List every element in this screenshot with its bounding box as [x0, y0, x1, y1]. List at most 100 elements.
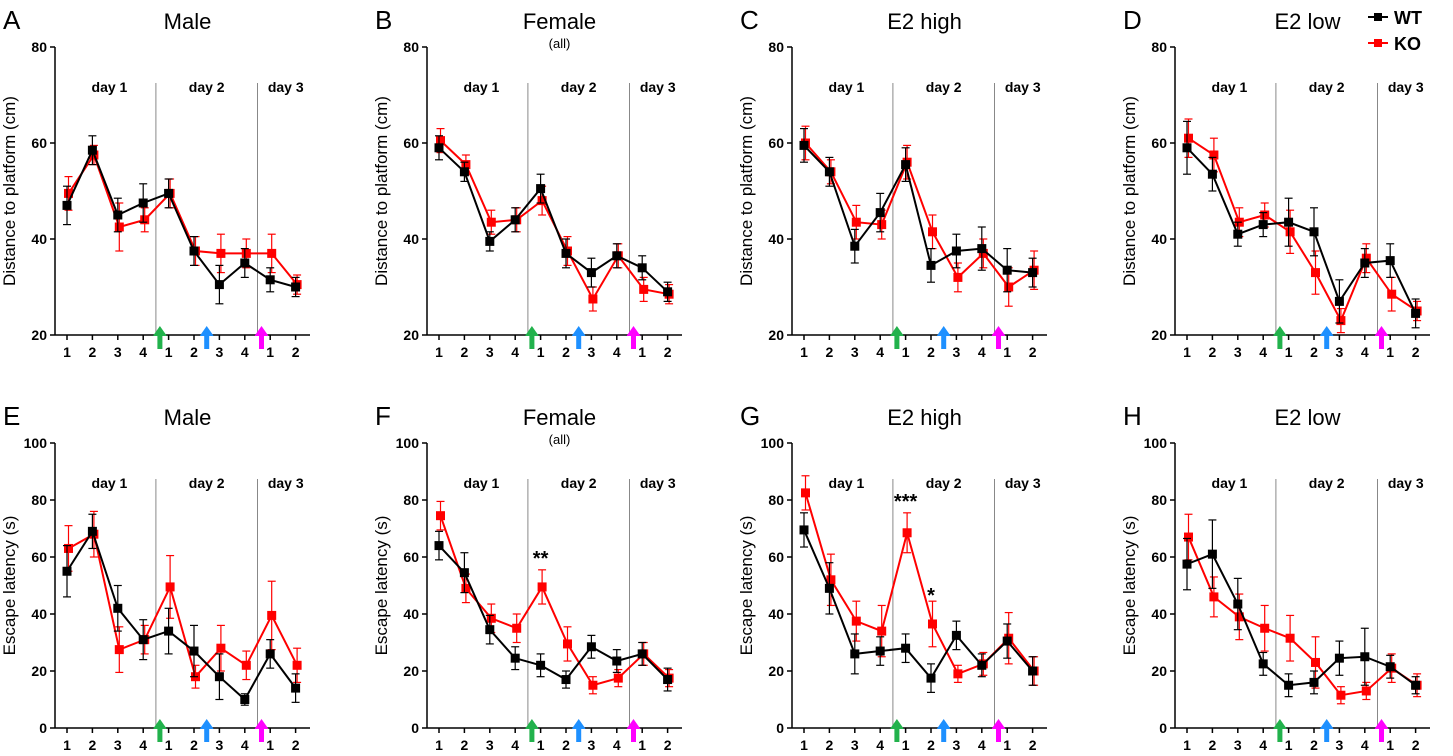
significance-label: *** [894, 491, 918, 513]
y-tick-label: 80 [403, 492, 419, 508]
day-label: day 1 [464, 79, 500, 95]
y-tick-label: 80 [1151, 492, 1167, 508]
trial-arrow-icon [1374, 719, 1389, 742]
data-point [588, 294, 598, 304]
data-point [875, 208, 885, 218]
x-tick-label: 3 [1336, 737, 1344, 753]
y-tick-label: 40 [403, 231, 419, 247]
x-tick-label: 1 [638, 344, 646, 360]
data-point [87, 526, 97, 536]
series-ko [436, 500, 674, 695]
x-tick-label: 4 [1361, 737, 1369, 753]
x-tick-label: 2 [664, 737, 672, 753]
data-point [1385, 662, 1395, 672]
panel-letter: G [740, 401, 760, 431]
day-label: day 3 [1388, 475, 1424, 491]
day-label: day 3 [268, 475, 304, 491]
x-tick-label: 1 [165, 737, 173, 753]
x-tick-label: 3 [588, 737, 596, 753]
y-tick-label: 20 [403, 327, 419, 343]
trial-arrow-icon [1374, 326, 1389, 349]
day-label: day 2 [926, 475, 962, 491]
data-point [214, 672, 224, 682]
panel-title: Female [523, 405, 596, 430]
day-label: day 2 [1309, 475, 1345, 491]
data-point [1284, 680, 1294, 690]
data-point [240, 258, 250, 268]
data-point [240, 695, 250, 704]
y-tick-label: 60 [403, 135, 419, 151]
data-point [824, 583, 834, 593]
data-point [1209, 150, 1219, 160]
series-line [66, 529, 297, 702]
data-point [461, 160, 471, 170]
series-line [67, 152, 298, 286]
x-tick-label: 3 [851, 344, 859, 360]
x-tick-label: 1 [800, 737, 808, 753]
data-point [1360, 258, 1370, 268]
data-point [951, 246, 961, 256]
y-axis-label: Escape latency (s) [737, 516, 756, 656]
y-tick-label: 60 [768, 135, 784, 151]
y-tick-label: 40 [403, 606, 419, 622]
data-point [1336, 690, 1346, 700]
y-tick-label: 80 [768, 39, 784, 55]
day-label: day 2 [189, 475, 225, 491]
data-point [902, 528, 912, 538]
data-point [928, 227, 937, 237]
panel-letter: A [3, 5, 21, 35]
series-wt [1182, 120, 1421, 329]
trial-arrow-icon [1272, 719, 1287, 742]
x-tick-label: 2 [1412, 344, 1420, 360]
y-tick-label: 20 [31, 663, 47, 679]
data-point [1234, 612, 1244, 622]
data-point [292, 660, 302, 670]
x-tick-label: 4 [1259, 737, 1267, 753]
data-point [1258, 659, 1268, 669]
x-tick-label: 4 [876, 737, 884, 753]
series-line [438, 147, 669, 293]
x-tick-label: 1 [1183, 344, 1191, 360]
trial-arrow-icon [571, 326, 586, 349]
data-point [1004, 282, 1014, 292]
x-tick-label: 4 [978, 344, 986, 360]
data-point [267, 610, 277, 620]
series-line [804, 142, 1035, 289]
data-point [64, 188, 73, 198]
panel-subtitle: (all) [549, 432, 571, 447]
data-point [926, 260, 936, 270]
panel-f: F Female (all) 0 20 40 60 80 100 Escape latency (… [372, 401, 682, 753]
data-point [241, 248, 251, 258]
data-point [1258, 220, 1268, 230]
data-point [165, 582, 175, 592]
panel-d: D E2 low 20 40 60 80 Distance to platform (cm)… [1120, 5, 1430, 360]
data-point [459, 167, 469, 177]
data-point [1233, 229, 1243, 239]
data-point [265, 275, 275, 285]
data-point [113, 603, 123, 613]
panel-e: E Male 0 20 40 60 80 100 Escape latency (s) 1 2 3 4 1… [0, 401, 310, 753]
data-point [1385, 256, 1395, 266]
x-tick-label: 1 [537, 737, 545, 753]
data-point [926, 673, 936, 683]
series-wt [434, 530, 673, 692]
series-ko [801, 125, 1039, 307]
x-tick-label: 3 [114, 344, 122, 360]
y-axis-label: Distance to platform (cm) [737, 96, 756, 286]
y-tick-label: 20 [1151, 663, 1167, 679]
series-line [439, 515, 670, 687]
data-point [536, 660, 546, 670]
day-label: day 1 [92, 475, 128, 491]
data-point [486, 217, 496, 227]
trial-arrow-icon [199, 326, 214, 349]
x-tick-label: 2 [927, 737, 935, 753]
x-tick-label: 3 [1336, 344, 1344, 360]
x-tick-label: 2 [1209, 737, 1217, 753]
x-tick-label: 4 [1259, 344, 1267, 360]
trial-arrow-icon [571, 719, 586, 742]
data-point [1411, 308, 1421, 318]
x-tick-label: 1 [63, 344, 71, 360]
x-tick-label: 1 [902, 737, 910, 753]
x-tick-label: 2 [927, 344, 935, 360]
